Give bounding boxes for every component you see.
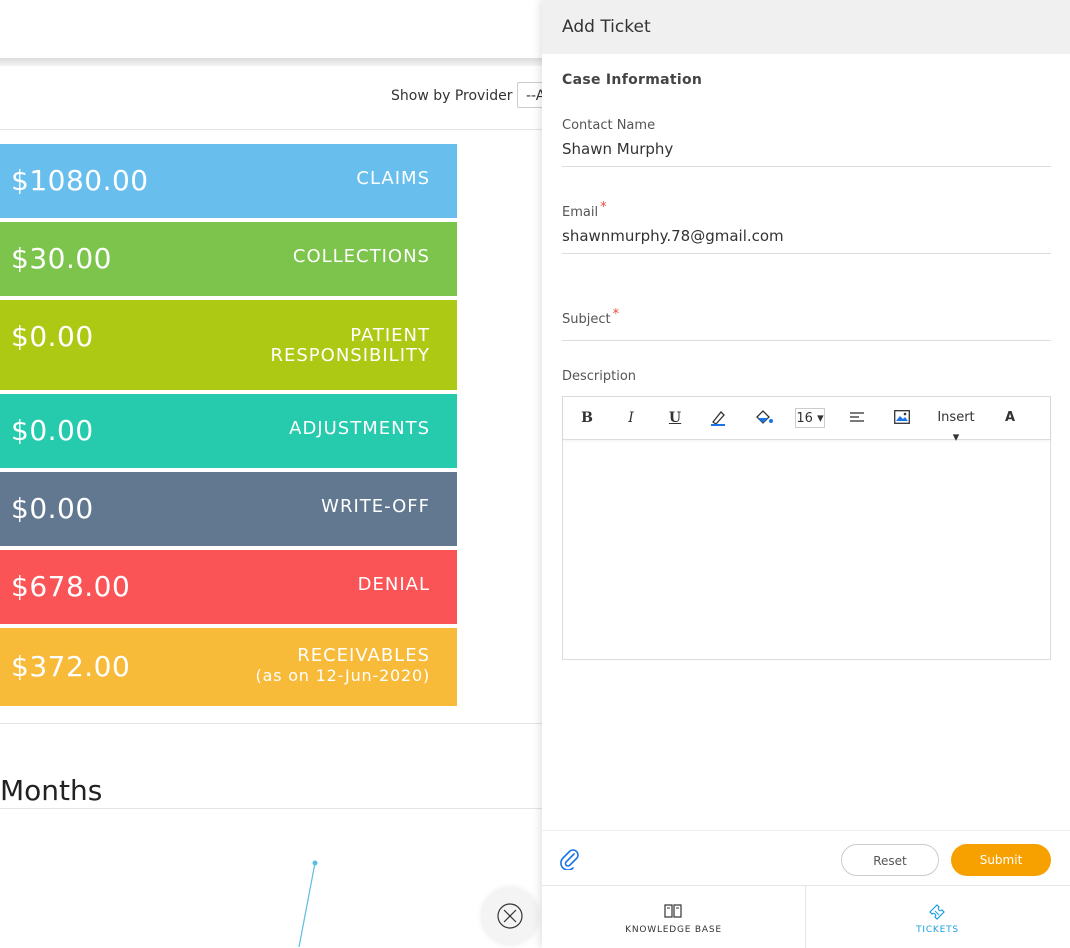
panel-footer: Reset Submit [542,830,1070,886]
provider-filter-label: Show by Provider [391,88,513,104]
tile-label-line1: PATIENT [350,325,430,346]
subject-label-text: Subject [562,312,611,327]
subject-field[interactable] [562,322,1051,340]
tile-collections[interactable]: $30.00 COLLECTIONS [0,222,457,296]
tile-amount: $1080.00 [11,164,149,197]
tile-label: WRITE-OFF [321,496,430,517]
tab-knowledge-base[interactable]: KNOWLEDGE BASE [542,886,805,948]
required-marker: * [612,307,620,322]
font-size-value: 16 [796,411,813,426]
tile-amount: $0.00 [11,492,94,525]
section-title: Months [0,774,103,807]
chart-series-line [298,862,316,947]
tile-amount: $30.00 [11,242,112,275]
paperclip-icon[interactable] [560,848,580,870]
email-field[interactable]: shawnmurphy.78@gmail.com [562,227,784,245]
email-label-text: Email [562,205,599,220]
italic-button[interactable]: I [628,410,634,426]
tile-amount: $678.00 [11,570,131,603]
fill-color-icon[interactable] [754,409,774,427]
bold-button[interactable]: B [581,410,593,426]
required-marker: * [600,200,607,215]
image-icon[interactable] [894,410,910,424]
font-size-select[interactable]: 16 ▾ [795,408,825,428]
panel-title: Add Ticket [562,17,651,37]
divider [0,808,560,809]
tile-label: CLAIMS [356,168,430,189]
top-bar-shadow [0,58,1070,66]
insert-label: Insert [937,410,975,425]
tab-separator [805,886,806,948]
tile-label: PATIENT RESPONSIBILITY [270,326,430,366]
tile-patient-responsibility[interactable]: $0.00 PATIENT RESPONSIBILITY [0,300,457,390]
tile-amount: $372.00 [11,650,131,683]
chart-line-fragment [298,860,318,947]
submit-button[interactable]: Submit [951,844,1051,876]
tile-label: RECEIVABLES (as on 12-Jun-2020) [256,646,430,686]
field-underline [562,166,1051,167]
tile-label-line2: RESPONSIBILITY [270,345,430,366]
close-circle-icon [497,903,523,929]
tab-label: KNOWLEDGE BASE [625,925,722,935]
tile-adjustments[interactable]: $0.00 ADJUSTMENTS [0,394,457,468]
tile-label: DENIAL [357,574,430,595]
align-left-icon[interactable] [850,411,864,425]
email-label: Email * [562,200,607,220]
tile-label-line1: RECEIVABLES [297,645,430,666]
close-panel-button[interactable] [481,887,539,945]
contact-name-field[interactable]: Shawn Murphy [562,140,674,158]
tile-receivables[interactable]: $372.00 RECEIVABLES (as on 12-Jun-2020) [0,628,457,706]
bottom-tab-bar: KNOWLEDGE BASE TICKETS [542,885,1070,948]
case-information-heading: Case Information [562,72,703,88]
tile-claims[interactable]: $1080.00 CLAIMS [0,144,457,218]
text-color-icon[interactable] [709,409,727,427]
tile-denial[interactable]: $678.00 DENIAL [0,550,457,624]
insert-dropdown[interactable]: Insert ▾ [937,410,975,445]
tile-label: COLLECTIONS [292,246,430,267]
ticket-icon [929,904,945,920]
book-icon [664,904,682,918]
tab-label: TICKETS [916,925,959,935]
tile-amount: $0.00 [11,414,94,447]
reset-button[interactable]: Reset [841,844,939,876]
tile-write-off[interactable]: $0.00 WRITE-OFF [0,472,457,546]
divider [0,723,560,724]
divider [0,129,560,130]
tile-label: ADJUSTMENTS [289,418,430,439]
tab-tickets[interactable]: TICKETS [806,886,1069,948]
editor-toolbar: B I U 16 ▾ Insert ▾ [563,397,1050,445]
clear-format-button[interactable]: A [1004,410,1016,425]
description-editor: B I U 16 ▾ Insert ▾ [562,396,1051,660]
contact-name-label: Contact Name [562,118,656,133]
add-ticket-panel: Add Ticket Case Information Contact Name… [542,0,1070,948]
chart-point [312,860,318,866]
field-underline [562,253,1051,254]
tile-amount: $0.00 [11,320,94,353]
underline-button[interactable]: U [668,410,682,426]
field-underline [562,340,1051,341]
description-label: Description [562,369,637,384]
tile-sublabel: (as on 12-Jun-2020) [255,666,430,685]
panel-header: Add Ticket [542,0,1070,54]
subject-label: Subject * [562,307,619,327]
